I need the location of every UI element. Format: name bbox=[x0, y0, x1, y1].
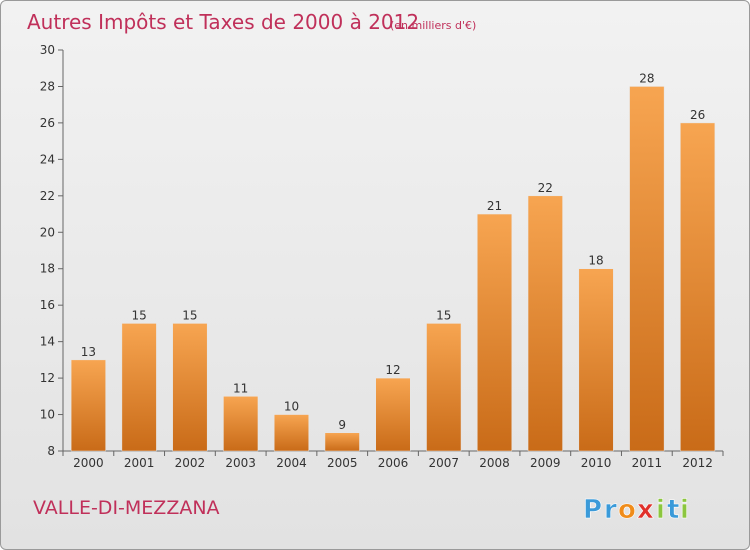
bar-value-label: 21 bbox=[487, 199, 502, 213]
y-tick-label: 20 bbox=[40, 225, 55, 239]
y-tick-label: 12 bbox=[40, 371, 55, 385]
chart-subtitle: (en milliers d'€) bbox=[390, 19, 476, 32]
x-tick-label: 2003 bbox=[225, 456, 256, 470]
bar bbox=[375, 377, 411, 452]
y-tick-label: 28 bbox=[40, 79, 55, 93]
bar-value-label: 28 bbox=[639, 71, 654, 85]
y-tick-label: 16 bbox=[40, 298, 55, 312]
bar bbox=[70, 359, 106, 452]
logo-letter: t bbox=[667, 495, 679, 525]
bar-value-label: 11 bbox=[233, 381, 248, 395]
chart-title: Autres Impôts et Taxes de 2000 à 2012 bbox=[27, 10, 419, 34]
bar bbox=[477, 213, 513, 452]
x-tick-label: 2002 bbox=[175, 456, 206, 470]
bar-value-label: 13 bbox=[81, 345, 96, 359]
x-tick-label: 2009 bbox=[530, 456, 561, 470]
bar-value-label: 26 bbox=[690, 108, 705, 122]
y-tick-label: 22 bbox=[40, 189, 55, 203]
bar-labels-group: 13 15 15 11 10 9 12 15 21 22 18 28 26 bbox=[81, 71, 706, 431]
y-tick-label: 8 bbox=[47, 444, 55, 458]
y-tick-label: 18 bbox=[40, 262, 55, 276]
y-tick-label: 10 bbox=[40, 408, 55, 422]
bar bbox=[426, 323, 462, 452]
commune-name: VALLE-DI-MEZZANA bbox=[33, 497, 220, 519]
y-axis: 8 10 12 14 16 18 20 22 24 26 28 30 bbox=[40, 43, 64, 458]
x-axis: 2000 2001 2002 2003 2004 2005 2006 2007 2008 2009… bbox=[62, 450, 724, 470]
x-tick-label: 2008 bbox=[479, 456, 510, 470]
bar bbox=[172, 323, 208, 452]
y-tick-label: 14 bbox=[40, 335, 55, 349]
bar bbox=[324, 432, 360, 452]
x-tick-label: 2011 bbox=[632, 456, 663, 470]
bar-value-label: 22 bbox=[538, 181, 553, 195]
x-tick-label: 2007 bbox=[428, 456, 459, 470]
bar-value-label: 10 bbox=[284, 400, 299, 414]
logo-letter: x bbox=[637, 495, 654, 525]
bar bbox=[680, 122, 716, 452]
bar bbox=[527, 195, 563, 452]
bars-group bbox=[70, 86, 716, 452]
bar-value-label: 12 bbox=[385, 363, 400, 377]
bar-value-label: 9 bbox=[338, 418, 346, 432]
x-tick-label: 2012 bbox=[682, 456, 713, 470]
x-tick-label: 2000 bbox=[73, 456, 104, 470]
y-tick-label: 26 bbox=[40, 116, 55, 130]
bar-value-label: 15 bbox=[436, 308, 451, 322]
bar-value-label: 18 bbox=[588, 254, 603, 268]
logo-letter: i bbox=[656, 495, 665, 525]
bar bbox=[223, 396, 259, 452]
x-tick-label: 2010 bbox=[581, 456, 612, 470]
logo-letter: i bbox=[680, 495, 689, 525]
logo-letter: r bbox=[604, 495, 617, 525]
bar-value-label: 15 bbox=[132, 308, 147, 322]
bar bbox=[121, 323, 157, 452]
bar bbox=[273, 414, 309, 452]
x-tick-label: 2001 bbox=[124, 456, 155, 470]
bar bbox=[578, 268, 614, 452]
logo-letter: o bbox=[618, 495, 636, 525]
logo-letter: P bbox=[583, 495, 602, 525]
x-tick-label: 2004 bbox=[276, 456, 307, 470]
y-tick-label: 24 bbox=[40, 152, 55, 166]
bar bbox=[629, 86, 665, 452]
x-tick-label: 2006 bbox=[378, 456, 409, 470]
x-tick-label: 2005 bbox=[327, 456, 358, 470]
bar-value-label: 15 bbox=[182, 308, 197, 322]
y-tick-label: 30 bbox=[40, 43, 55, 57]
